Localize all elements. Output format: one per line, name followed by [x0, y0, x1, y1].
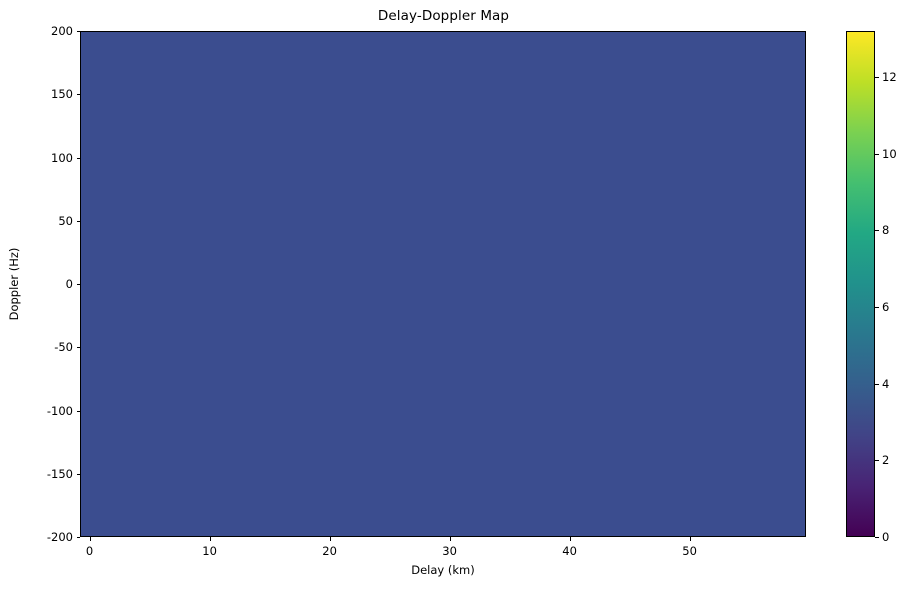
delay-doppler-heatmap-axes [80, 31, 806, 537]
x-tick-label: 10 [202, 544, 217, 558]
colorbar-tick-label: 10 [882, 146, 897, 161]
colorbar-tick-label: 8 [882, 223, 890, 238]
x-tick-mark [449, 537, 451, 541]
x-tick-label: 20 [322, 544, 337, 558]
colorbar-tick-mark [875, 77, 879, 78]
heatmap-image [81, 32, 805, 536]
colorbar [846, 31, 875, 537]
y-tick-label: 100 [51, 150, 73, 165]
colorbar-tick-label: 4 [882, 376, 890, 391]
y-tick-label: 150 [51, 87, 73, 102]
colorbar-tick-mark [875, 230, 879, 232]
colorbar-tick-mark [875, 460, 879, 462]
y-tick-mark [76, 473, 80, 475]
y-tick-mark [76, 31, 80, 32]
y-tick-label: 200 [51, 24, 73, 38]
y-tick-label: -200 [46, 530, 73, 544]
colorbar-tick-label: 6 [882, 300, 890, 314]
x-tick-label: 40 [562, 544, 577, 558]
y-tick-mark [76, 410, 80, 412]
y-tick-mark [76, 220, 80, 222]
x-tick-mark [569, 537, 571, 541]
x-tick-label: 30 [442, 544, 457, 558]
y-tick-label: 0 [65, 277, 73, 291]
y-tick-mark [76, 537, 80, 538]
y-tick-label: -100 [46, 403, 73, 418]
x-tick-mark [89, 537, 91, 541]
colorbar-tick-label: 12 [882, 70, 897, 84]
y-tick-mark [76, 94, 80, 96]
y-tick-mark [76, 284, 80, 285]
colorbar-tick-mark [875, 307, 879, 308]
colorbar-tick-label: 2 [882, 453, 890, 468]
x-tick-label: 0 [85, 544, 94, 558]
colorbar-tick-mark [875, 383, 879, 385]
y-tick-label: -150 [46, 466, 73, 481]
y-tick-label: -50 [54, 340, 73, 355]
colorbar-tick-mark [875, 153, 879, 155]
colorbar-tick-mark [875, 537, 879, 538]
x-tick-mark [329, 537, 331, 541]
x-tick-label: 50 [682, 544, 697, 558]
colorbar-gradient [847, 32, 874, 536]
y-axis-label: Doppler (Hz) [7, 247, 21, 321]
y-tick-mark [76, 157, 80, 159]
colorbar-tick-label: 0 [882, 530, 890, 544]
x-axis-label: Delay (km) [411, 563, 475, 577]
chart-title: Delay-Doppler Map [377, 8, 510, 24]
x-tick-mark [689, 537, 691, 541]
y-tick-label: 50 [58, 213, 73, 228]
y-tick-mark [76, 347, 80, 349]
x-tick-mark [209, 537, 211, 541]
